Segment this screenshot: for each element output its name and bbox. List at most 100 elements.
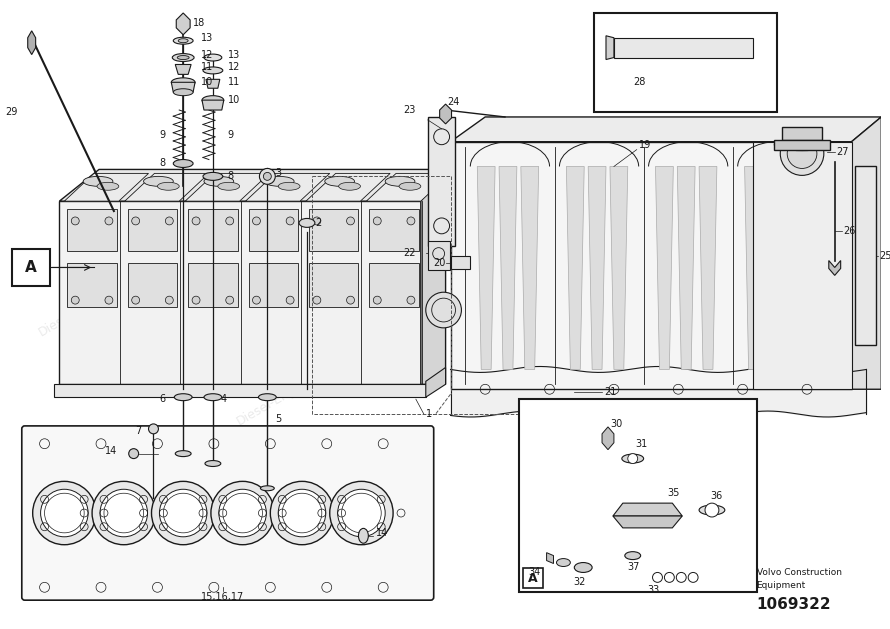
Text: 25: 25 <box>879 250 890 260</box>
Circle shape <box>627 454 637 464</box>
Polygon shape <box>745 167 763 369</box>
Text: 31: 31 <box>635 438 648 448</box>
Polygon shape <box>753 142 852 389</box>
Text: 32: 32 <box>573 577 586 587</box>
Ellipse shape <box>177 55 190 60</box>
Circle shape <box>253 296 261 304</box>
Text: 21: 21 <box>604 387 617 398</box>
Polygon shape <box>60 201 421 384</box>
Ellipse shape <box>174 37 193 44</box>
Ellipse shape <box>204 176 234 186</box>
Circle shape <box>271 481 334 545</box>
Text: 22: 22 <box>403 248 416 258</box>
Text: 7: 7 <box>135 426 142 436</box>
Circle shape <box>219 489 266 537</box>
Polygon shape <box>606 36 614 60</box>
Text: 紫发动力: 紫发动力 <box>498 337 531 363</box>
Text: 2: 2 <box>315 218 321 228</box>
Ellipse shape <box>174 160 193 167</box>
Polygon shape <box>440 104 451 124</box>
Ellipse shape <box>338 182 360 190</box>
Polygon shape <box>246 174 329 201</box>
Circle shape <box>787 139 817 169</box>
Bar <box>188 262 238 307</box>
Text: Diesel-Engines: Diesel-Engines <box>36 281 123 339</box>
Ellipse shape <box>699 505 724 515</box>
Text: 13: 13 <box>201 33 214 43</box>
Circle shape <box>41 489 88 537</box>
Ellipse shape <box>158 182 179 190</box>
Circle shape <box>166 217 174 225</box>
Ellipse shape <box>574 562 592 572</box>
Polygon shape <box>499 167 517 369</box>
Polygon shape <box>610 167 627 369</box>
Text: Equipment: Equipment <box>756 581 805 590</box>
Polygon shape <box>175 65 191 74</box>
Text: 14: 14 <box>105 446 117 455</box>
Bar <box>428 117 456 246</box>
Ellipse shape <box>202 96 223 104</box>
Text: 23: 23 <box>403 105 416 115</box>
Circle shape <box>263 172 271 181</box>
Text: 1: 1 <box>425 409 432 419</box>
Text: 27: 27 <box>837 147 849 157</box>
Text: 33: 33 <box>648 585 659 595</box>
Text: 29: 29 <box>5 107 18 117</box>
Text: 24: 24 <box>448 97 460 107</box>
Text: 10: 10 <box>228 95 240 105</box>
Bar <box>309 209 359 250</box>
Text: 12: 12 <box>201 50 214 60</box>
Text: 15,16,17: 15,16,17 <box>201 592 245 602</box>
Circle shape <box>337 489 385 537</box>
Text: 4: 4 <box>221 394 227 404</box>
Circle shape <box>159 489 207 537</box>
Bar <box>248 209 298 250</box>
Polygon shape <box>367 174 450 201</box>
Text: 35: 35 <box>668 488 680 498</box>
Ellipse shape <box>258 394 276 401</box>
Ellipse shape <box>359 528 368 543</box>
Text: 紫发动力: 紫发动力 <box>796 128 829 155</box>
Text: 12: 12 <box>228 62 240 72</box>
Circle shape <box>313 296 320 304</box>
Text: 9: 9 <box>228 130 234 140</box>
Circle shape <box>166 296 174 304</box>
Ellipse shape <box>203 172 222 181</box>
Circle shape <box>781 132 824 175</box>
Bar <box>428 241 449 270</box>
Ellipse shape <box>204 54 222 61</box>
Text: 20: 20 <box>433 257 446 267</box>
Circle shape <box>313 217 320 225</box>
Ellipse shape <box>205 460 221 467</box>
Circle shape <box>287 217 294 225</box>
Ellipse shape <box>622 454 643 463</box>
Bar <box>188 209 238 250</box>
Bar <box>128 209 177 250</box>
Bar <box>369 209 419 250</box>
Polygon shape <box>613 516 683 528</box>
Polygon shape <box>766 167 784 369</box>
Bar <box>450 255 470 269</box>
Text: 9: 9 <box>159 130 166 140</box>
Text: A: A <box>528 572 538 585</box>
Bar <box>369 262 419 307</box>
Ellipse shape <box>774 139 829 150</box>
Circle shape <box>346 296 354 304</box>
Circle shape <box>329 481 393 545</box>
Text: Diesel-Engines: Diesel-Engines <box>234 370 320 428</box>
Circle shape <box>132 296 140 304</box>
Circle shape <box>259 169 275 184</box>
Ellipse shape <box>174 89 193 96</box>
Polygon shape <box>829 260 841 276</box>
Circle shape <box>253 217 261 225</box>
Bar <box>595 13 777 112</box>
Ellipse shape <box>385 176 415 186</box>
Ellipse shape <box>174 394 192 401</box>
Text: 8: 8 <box>159 159 166 169</box>
Ellipse shape <box>399 182 421 190</box>
Text: 18: 18 <box>193 18 206 28</box>
Polygon shape <box>185 174 270 201</box>
Text: A: A <box>25 260 36 275</box>
Circle shape <box>149 424 158 434</box>
Text: Diesel-Engines: Diesel-Engines <box>412 192 498 250</box>
